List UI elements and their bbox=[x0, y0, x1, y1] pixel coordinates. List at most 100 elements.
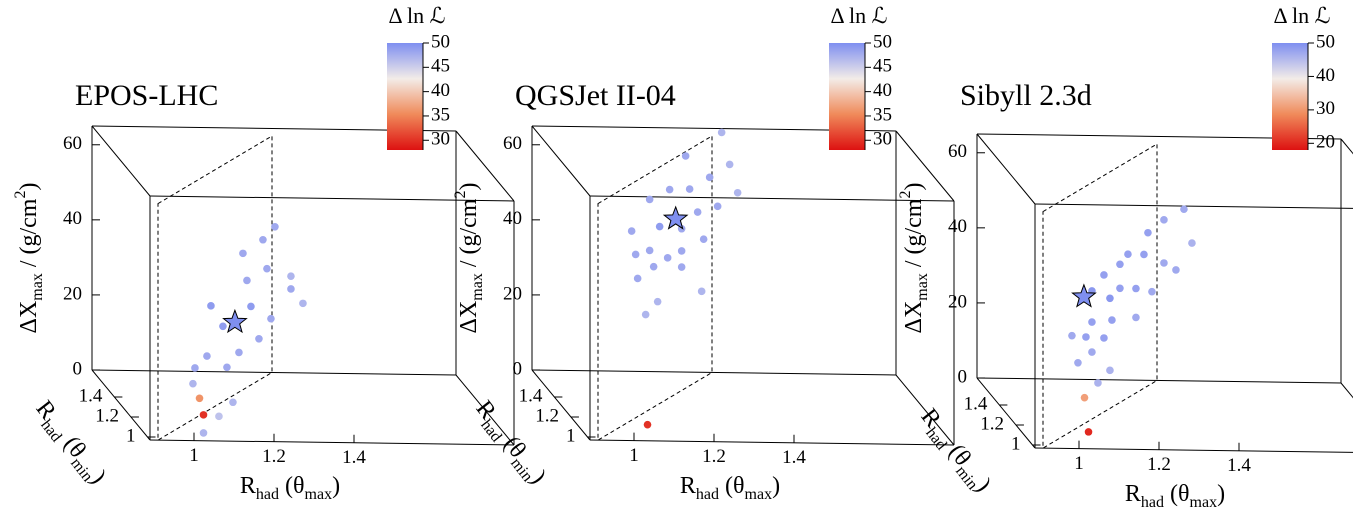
colorbar bbox=[387, 43, 423, 150]
box-edge bbox=[531, 369, 591, 441]
scatter-point bbox=[717, 128, 726, 137]
scatter-point bbox=[235, 348, 243, 357]
scatter-point bbox=[1132, 284, 1140, 293]
scatter-point bbox=[1088, 318, 1096, 326]
y-tick-label: 1.4 bbox=[79, 385, 103, 406]
scatter-point bbox=[693, 208, 702, 216]
label-part: ) bbox=[456, 183, 482, 191]
label-part: R bbox=[1125, 481, 1141, 507]
z-tick-label: 60 bbox=[63, 133, 82, 154]
scatter-point bbox=[631, 250, 640, 259]
scatter-point bbox=[1084, 428, 1093, 436]
box-edge bbox=[895, 374, 955, 446]
scatter-point bbox=[1100, 271, 1108, 279]
label-part: (θ bbox=[279, 473, 305, 499]
colorbar-tick-label: 45 bbox=[431, 56, 450, 77]
scatter-point bbox=[1080, 393, 1089, 402]
box-edge bbox=[531, 369, 897, 376]
x-tick-label: 1 bbox=[629, 445, 639, 466]
label-part: 2 bbox=[12, 191, 29, 199]
scatter-point bbox=[713, 202, 722, 211]
y-tick-label: 1.4 bbox=[519, 385, 543, 406]
x-tick-label: 1.4 bbox=[782, 447, 806, 468]
label-part: ) bbox=[332, 473, 340, 499]
scatter-point bbox=[649, 262, 658, 271]
box-edge bbox=[976, 377, 1342, 384]
box-edge bbox=[976, 377, 1036, 449]
colorbar-tick-label: 30 bbox=[1316, 98, 1335, 119]
scatter-point bbox=[1106, 366, 1114, 375]
scatter-point bbox=[645, 246, 654, 255]
box-edge bbox=[1034, 203, 1353, 209]
scatter-point bbox=[1124, 250, 1132, 259]
y-tick-label: 1.2 bbox=[980, 413, 1004, 434]
label-part: max bbox=[914, 273, 931, 301]
scatter-point bbox=[1082, 333, 1090, 341]
y-tick-label: 1 bbox=[566, 425, 576, 446]
label-part: max bbox=[29, 273, 46, 301]
scatter-point bbox=[247, 302, 255, 311]
scatter-point bbox=[223, 363, 231, 372]
colorbar-tick-label: 30 bbox=[873, 129, 892, 150]
dashed-plane bbox=[157, 135, 273, 441]
scatter-point bbox=[1180, 205, 1188, 214]
scatter-point bbox=[255, 335, 263, 343]
scatter-point bbox=[677, 247, 686, 255]
scatter-point bbox=[627, 227, 636, 235]
label-part: (θ bbox=[719, 473, 745, 499]
label-part: had bbox=[696, 486, 719, 503]
box-edge bbox=[589, 439, 955, 446]
scatter-point bbox=[663, 254, 672, 262]
scatter-point bbox=[195, 394, 204, 403]
scatter-point bbox=[655, 222, 664, 231]
label-part: had bbox=[1141, 494, 1164, 508]
scatter-point bbox=[677, 263, 686, 271]
z-axis-label: ΔXmax / (g/cm2) bbox=[12, 183, 46, 334]
y-tick-label: 1.2 bbox=[535, 405, 559, 426]
colorbar-tick-label: 40 bbox=[873, 80, 892, 101]
z-tick-label: 20 bbox=[63, 283, 82, 304]
box-edge bbox=[1034, 447, 1353, 453]
box-edge bbox=[531, 125, 591, 197]
z-tick-label: 60 bbox=[503, 133, 522, 154]
z-tick-label: 20 bbox=[503, 283, 522, 304]
label-part: max bbox=[745, 486, 773, 503]
dashed-plane bbox=[1042, 143, 1158, 449]
scatter-point bbox=[207, 302, 215, 310]
scatter-point bbox=[215, 412, 223, 421]
label-part: 2 bbox=[897, 191, 914, 199]
x-axis-label: Rhad (θmax) bbox=[1125, 481, 1225, 508]
dashed-plane bbox=[597, 135, 713, 441]
label-part: had bbox=[256, 486, 279, 503]
label-part: ΔX bbox=[901, 301, 927, 334]
x-tick-label: 1 bbox=[189, 445, 199, 466]
scatter-point bbox=[199, 411, 208, 419]
x-tick-label: 1.4 bbox=[342, 447, 366, 468]
scatter-point bbox=[643, 420, 652, 429]
box-edge bbox=[895, 130, 955, 202]
scatter-point bbox=[1068, 331, 1076, 340]
label-part: R bbox=[680, 473, 696, 499]
box-edge bbox=[149, 439, 515, 446]
scatter-point bbox=[1116, 284, 1124, 293]
label-part: ) bbox=[772, 473, 780, 499]
colorbar-tick-label: 50 bbox=[1316, 31, 1335, 52]
colorbar-tick-label: 40 bbox=[431, 80, 450, 101]
box-edge bbox=[1340, 138, 1353, 155]
colorbar-tick-label: 40 bbox=[1316, 65, 1335, 86]
scatter-point bbox=[267, 314, 275, 323]
colorbar-tick-label: 50 bbox=[431, 31, 450, 52]
best-fit-star bbox=[662, 205, 689, 230]
z-axis-label: ΔXmax / (g/cm2) bbox=[452, 183, 486, 334]
y-tick-label: 1.2 bbox=[95, 405, 119, 426]
scatter-point bbox=[1088, 348, 1096, 356]
scatter-point bbox=[1094, 379, 1102, 387]
colorbar-tick-label: 35 bbox=[431, 104, 450, 125]
scatter-point bbox=[1144, 228, 1152, 237]
x-tick-label: 1.2 bbox=[1147, 454, 1171, 475]
scatter-point bbox=[645, 195, 654, 204]
scatter-point bbox=[263, 264, 271, 273]
scatter-point bbox=[653, 297, 662, 306]
label-part: / (g/cm bbox=[456, 198, 482, 273]
